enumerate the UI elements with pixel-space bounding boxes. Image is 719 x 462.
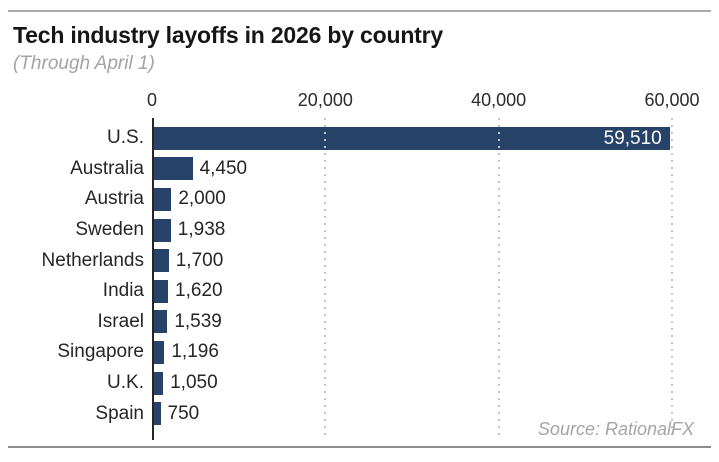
value-label: 1,620 [175,280,223,302]
x-tick-label: 20,000 [297,90,353,110]
x-tick-label: 0 [146,90,158,110]
value-label: 59,510 [603,127,662,149]
bar-rows: U.S. 59,510 Australia 4,450 Austria 2,000 Swed… [42,123,694,429]
gridline [324,118,327,440]
source-attribution: Source: RationalFX [537,419,694,439]
value-label: 4,450 [199,157,248,179]
chart-title: Tech industry layoffs in 2026 by country [13,22,443,48]
category-label: U.K. [107,372,144,394]
bar [154,310,168,334]
top-divider [8,10,711,12]
bar [154,187,172,211]
category-label: U.S. [107,127,144,149]
category-label: Spain [95,402,144,424]
bar [154,279,169,303]
x-tick-label: 60,000 [644,90,700,110]
value-label: 1,700 [175,249,224,271]
category-label: Netherlands [41,249,144,271]
y-axis-line [152,118,154,440]
bar [154,249,169,273]
bar-row: Israel 1,539 [98,307,694,338]
x-axis-tick-labels: 0 20,000 40,000 60,000 [147,90,700,114]
category-label: Austria [84,188,144,210]
bottom-divider [8,446,711,448]
bar-row: Australia 4,450 [70,154,694,185]
bar-row: India 1,620 [103,276,694,307]
gridline [497,118,500,440]
category-label: Singapore [57,341,144,363]
bar-row: Netherlands 1,700 [42,245,694,276]
value-label: 1,050 [170,372,218,394]
category-label: India [102,280,144,302]
gridline [671,118,673,440]
chart-subtitle: (Through April 1) [13,53,155,74]
bar-row: Austria 2,000 [85,184,694,215]
bar-row: Spain 750 [95,398,694,429]
value-label: 1,196 [171,341,219,363]
bar-row: U.S. 59,510 [107,123,694,154]
plot-area: U.S. 59,510 Australia 4,450 Austria 2,000 Swed… [42,118,694,440]
category-label: Sweden [75,219,144,241]
category-label: Israel [97,310,144,332]
bar-row: U.K. 1,050 [107,368,694,399]
bar [154,218,171,242]
category-label: Australia [70,157,144,179]
bar-row: Sweden 1,938 [75,215,694,246]
value-label: 2,000 [178,188,226,210]
bar-row: Singapore 1,196 [57,337,694,368]
bar [154,340,165,364]
value-label: 1,539 [174,310,222,332]
bar [154,371,164,395]
x-tick-label: 40,000 [471,90,527,110]
value-label: 750 [167,402,200,424]
value-label: 1,938 [177,219,226,241]
bar [154,402,161,426]
bar: 59,510 [154,126,670,150]
bar [154,157,193,181]
